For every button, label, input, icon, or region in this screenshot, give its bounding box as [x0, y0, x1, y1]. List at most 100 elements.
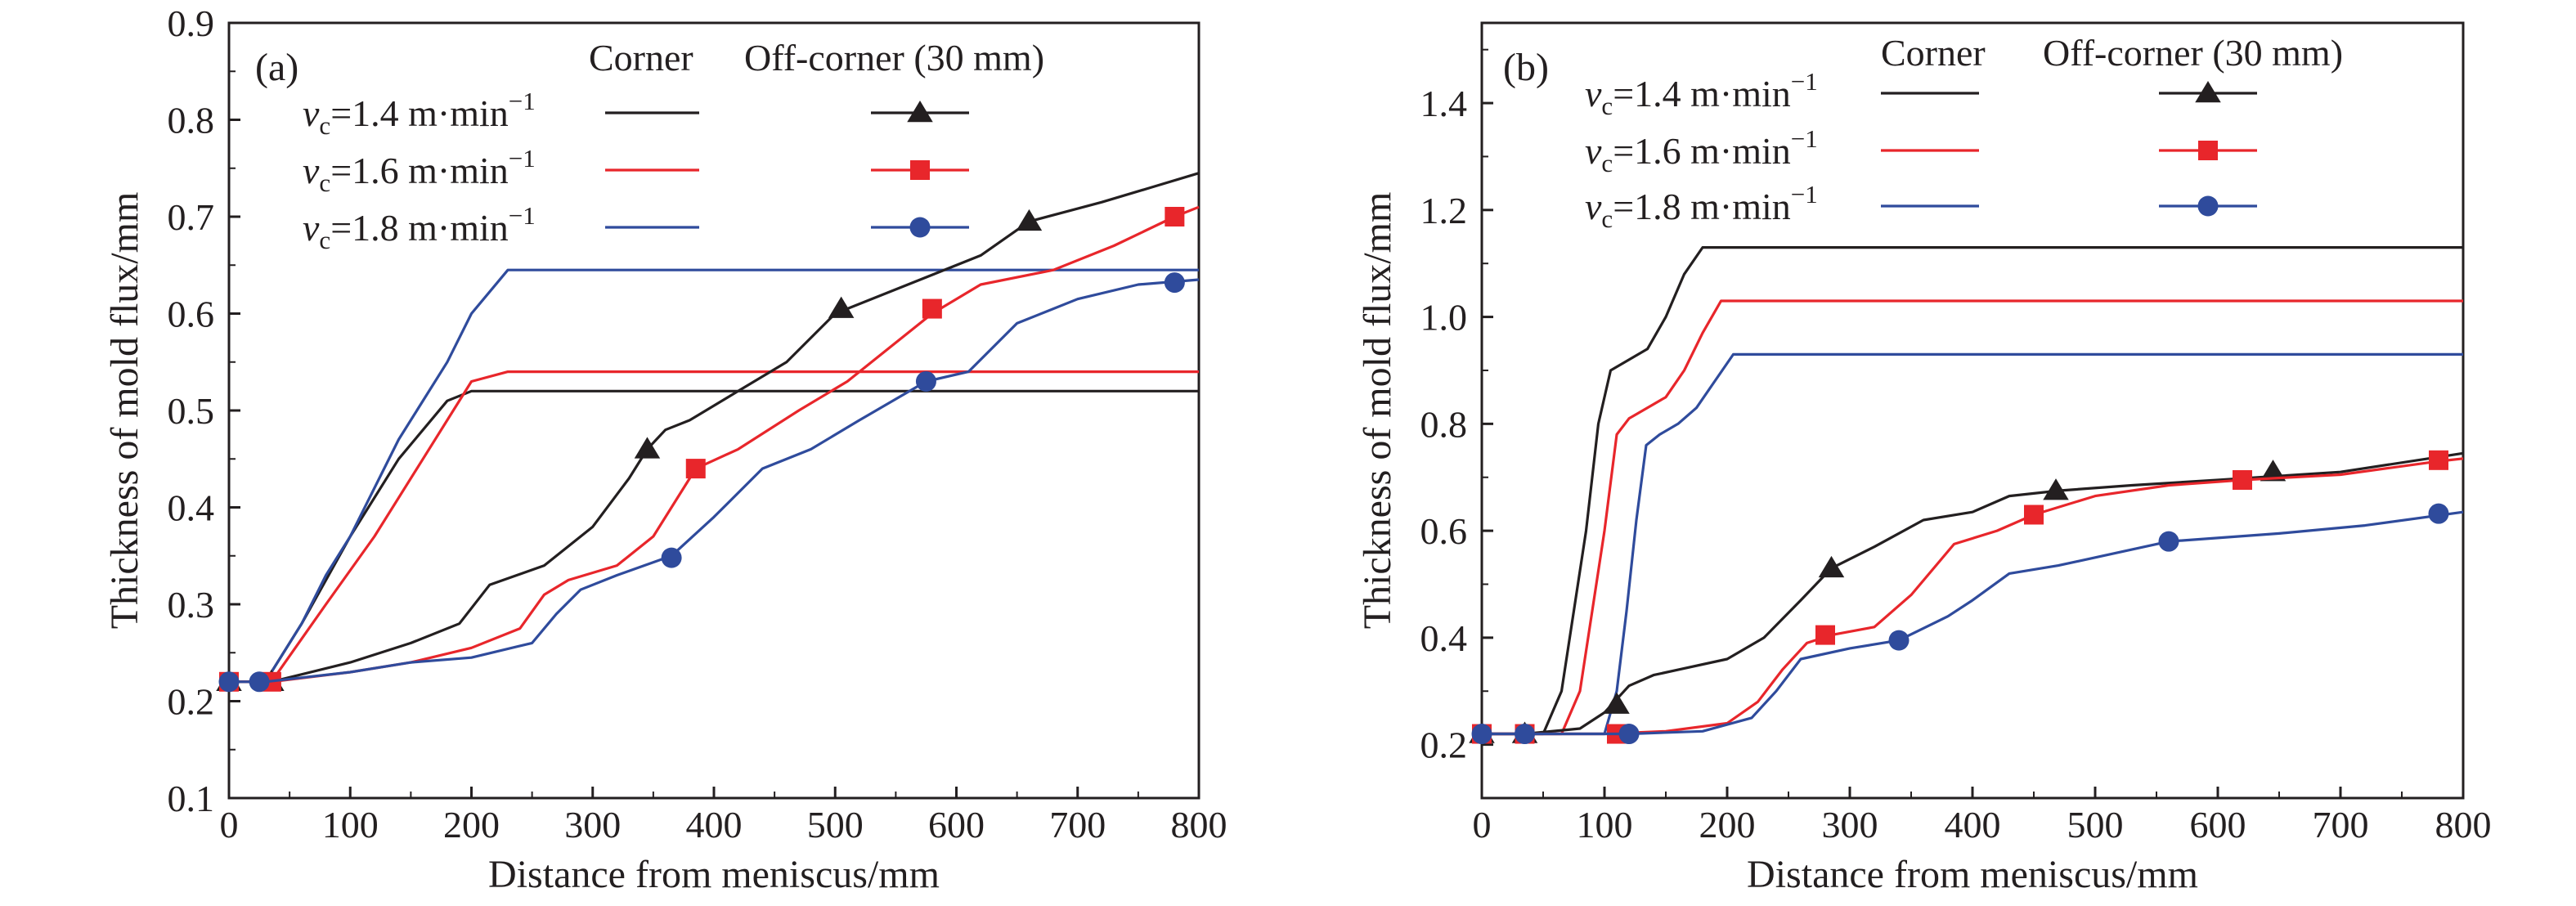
x-tick-label: 100	[322, 804, 379, 845]
legend-text-a-2: =1.6 m·min	[330, 150, 509, 191]
y-tick-label: 0.8	[168, 100, 215, 141]
x-tick-label: 0	[220, 804, 239, 845]
y-axis-label-b: Thickness of mold flux/mm	[1356, 192, 1399, 630]
svg-text:vc=1.6 m·min−1: vc=1.6 m·min−1	[303, 144, 536, 197]
legend-header-offcorner-b: Off-corner (30 mm)	[2043, 32, 2343, 74]
y-tick-label: 0.3	[168, 584, 215, 626]
legend-marker-circle	[2197, 195, 2219, 217]
series-line-3	[229, 268, 1199, 684]
x-tick-label: 800	[2435, 804, 2492, 845]
x-tick-label: 400	[1945, 804, 2001, 845]
series-line-5	[1482, 457, 2464, 736]
legend-sup-a-1: −1	[509, 87, 536, 115]
x-tick-label: 400	[686, 804, 743, 845]
x-tick-label: 300	[564, 804, 621, 845]
series-marker-triangle	[2043, 478, 2069, 500]
legend-b: Corner Off-corner (30 mm) vc=1.4 m·min−1…	[1585, 32, 2343, 233]
svg-text:vc=1.4 m·min−1: vc=1.4 m·min−1	[1585, 67, 1818, 120]
legend-marker-square	[2198, 141, 2218, 160]
legend-header-corner-a: Corner	[589, 37, 693, 78]
x-tick-label: 100	[1577, 804, 1633, 845]
series-group-a	[216, 172, 1200, 693]
panel-label-a: (a)	[255, 46, 298, 89]
legend-entry-b-1: vc=1.4 m·min−1	[1585, 67, 1818, 120]
legend-v-a-2: v	[303, 150, 320, 191]
y-tick-label: 0.7	[168, 196, 215, 238]
legend-marker-triangle	[907, 101, 933, 123]
legend-header-corner-b: Corner	[1881, 32, 1986, 74]
series-marker-circle	[661, 547, 682, 568]
legend-sup-b-1: −1	[1791, 67, 1818, 96]
series-line-2	[229, 370, 1199, 684]
axis-ticks-a: 0 100 200 300 400 500 600 700 800 0.1 0.2 0.3 0.4 0.5…	[168, 2, 1227, 845]
legend-v-b-2: v	[1585, 130, 1602, 172]
legend-sub-b-1: c	[1601, 92, 1613, 120]
legend-sup-b-2: −1	[1791, 124, 1818, 153]
chart-panel-a: (a) Distance from meniscus/mm Thickness …	[103, 2, 1227, 896]
svg-text:vc=1.8 m·min−1: vc=1.8 m·min−1	[1585, 180, 1818, 233]
y-tick-label: 1.0	[1420, 297, 1468, 339]
legend-marker-triangle	[2195, 81, 2221, 103]
x-axis-label-b: Distance from meniscus/mm	[1747, 853, 2198, 896]
legend-v-b-3: v	[1585, 186, 1602, 227]
legend-sup-a-3: −1	[509, 201, 536, 230]
legend-sub-b-3: c	[1601, 204, 1613, 233]
legend-entry-b-2: vc=1.6 m·min−1	[1585, 124, 1818, 177]
legend-swatches-a	[605, 101, 969, 238]
svg-text:vc=1.4 m·min−1: vc=1.4 m·min−1	[303, 87, 536, 140]
series-line-3	[1482, 352, 2463, 736]
x-axis-label-a: Distance from meniscus/mm	[488, 853, 940, 896]
legend-text-a-3: =1.8 m·min	[330, 207, 509, 249]
series-marker-circle	[1471, 724, 1492, 745]
y-tick-label: 1.2	[1420, 190, 1468, 231]
x-tick-label: 500	[2067, 804, 2124, 845]
series-line-4	[229, 172, 1200, 684]
legend-entry-b-3: vc=1.8 m·min−1	[1585, 180, 1818, 233]
x-tick-label: 500	[807, 804, 864, 845]
x-tick-label: 800	[1171, 804, 1227, 845]
legend-text-b-1: =1.4 m·min	[1613, 73, 1791, 114]
chart-panel-b: (b) Distance from meniscus/mm Thickness …	[1356, 21, 2492, 896]
series-marker-square	[1815, 625, 1835, 645]
y-tick-label: 0.5	[168, 390, 215, 432]
svg-text:vc=1.8 m·min−1: vc=1.8 m·min−1	[303, 201, 536, 254]
series-marker-triangle	[2260, 460, 2287, 482]
y-tick-label: 0.4	[1420, 617, 1468, 659]
legend-sub-b-2: c	[1601, 149, 1613, 177]
series-marker-triangle	[1818, 555, 1845, 578]
legend-sub-a-3: c	[319, 226, 330, 254]
plot-frame-a	[227, 21, 1200, 800]
y-axis-label-a: Thickness of mold flux/mm	[103, 192, 146, 630]
legend-v-b-1: v	[1585, 73, 1602, 114]
series-marker-square	[1165, 207, 1185, 226]
axis-ticks-b: 0 100 200 300 400 500 600 700 800 0.2 0.4 0.6 0.8 1.0…	[1420, 48, 2492, 845]
legend-v-a-1: v	[303, 92, 320, 134]
series-marker-circle	[1618, 724, 1640, 745]
series-marker-triangle	[828, 296, 855, 318]
series-group-b	[1469, 246, 2464, 745]
y-tick-label: 0.2	[1420, 724, 1468, 766]
x-tick-label: 0	[1473, 804, 1492, 845]
legend-marker-circle	[909, 217, 931, 238]
x-tick-label: 600	[928, 804, 985, 845]
series-marker-square	[2024, 505, 2044, 525]
series-marker-circle	[2428, 503, 2449, 524]
series-line-5	[229, 205, 1200, 684]
series-marker-circle	[915, 370, 936, 392]
panel-label-b: (b)	[1503, 46, 1549, 89]
series-marker-square	[2429, 450, 2448, 470]
series-marker-circle	[1515, 724, 1535, 745]
legend-swatches-b	[1881, 81, 2257, 217]
legend-sub-a-1: c	[319, 111, 330, 140]
legend-text-b-3: =1.8 m·min	[1613, 186, 1791, 227]
x-tick-label: 700	[1049, 804, 1106, 845]
x-tick-label: 300	[1822, 804, 1878, 845]
legend-a: Corner Off-corner (30 mm) vc=1.4 m·min−1…	[303, 37, 1044, 254]
legend-text-b-2: =1.6 m·min	[1613, 130, 1791, 172]
legend-sub-a-2: c	[319, 168, 330, 197]
x-tick-label: 700	[2313, 804, 2369, 845]
y-tick-label: 0.4	[168, 487, 215, 529]
x-tick-label: 600	[2190, 804, 2246, 845]
legend-entry-a-2: vc=1.6 m·min−1	[303, 144, 536, 197]
